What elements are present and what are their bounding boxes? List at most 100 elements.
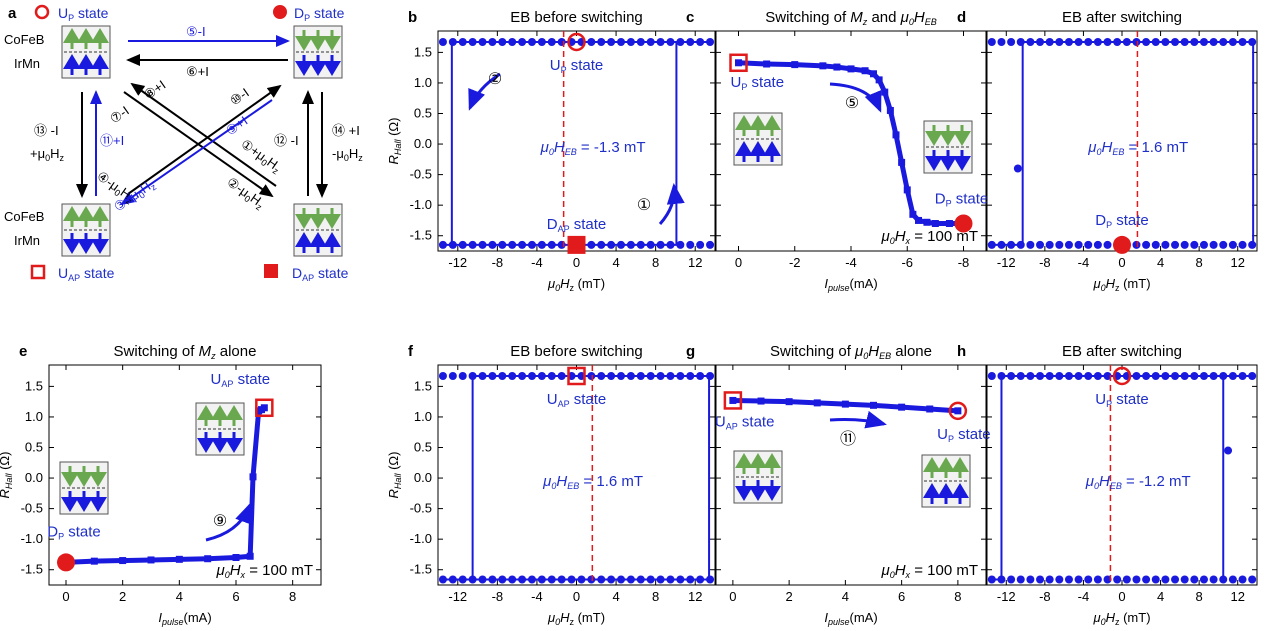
state-label: UP state xyxy=(550,57,604,75)
y-tick-label: -0.5 xyxy=(410,501,432,516)
arrow-7-label: ⑦-I xyxy=(107,103,132,127)
data-point-high xyxy=(1064,38,1073,46)
state-marker-filled-square xyxy=(567,235,586,254)
y-tick-label: 1.5 xyxy=(414,378,432,393)
state-marker-open-circle xyxy=(1112,366,1132,386)
chart-title: EB before switching xyxy=(510,9,643,26)
data-point-high xyxy=(438,372,447,380)
data-point-high xyxy=(488,372,497,380)
step-number-label: ⑤ xyxy=(845,95,859,112)
state-label: UAP state xyxy=(211,371,271,389)
state-label: DP state xyxy=(935,191,989,209)
data-point-low xyxy=(1151,240,1160,249)
data-point-high xyxy=(666,372,675,380)
y-tick-label: -1.5 xyxy=(410,562,432,577)
data-point-low xyxy=(1171,240,1180,249)
x-tick-label: 0 xyxy=(1118,255,1125,270)
state-marker-filled-circle xyxy=(57,553,75,572)
data-point-high xyxy=(1161,372,1170,380)
uap-state-label: UAP state xyxy=(58,265,115,283)
y-tick-label: -1.0 xyxy=(21,531,43,546)
x-tick-label: 0 xyxy=(735,255,742,270)
y-axis-label: RHall (Ω) xyxy=(386,118,403,165)
layer-label-cofeb: CoFeB xyxy=(4,32,44,47)
state-label: DP state xyxy=(1095,212,1149,230)
x-tick-label: -4 xyxy=(1078,589,1090,604)
data-point-low xyxy=(607,575,616,584)
data-point-low xyxy=(488,240,497,249)
data-point xyxy=(954,407,962,415)
chart-title: EB after switching xyxy=(1062,343,1182,360)
data-point-low xyxy=(1122,575,1131,584)
state-marker-open-circle xyxy=(948,401,968,421)
curved-arrow-icon xyxy=(829,410,887,429)
data-point-high xyxy=(468,372,477,380)
data-point xyxy=(915,216,922,224)
panel-letter: e xyxy=(19,343,27,360)
state-label: UP state xyxy=(1095,391,1149,409)
chart-title: Switching of μ0HEB alone xyxy=(770,343,932,361)
x-tick-label: -4 xyxy=(531,255,543,270)
data-point-low xyxy=(646,575,655,584)
data-point-high xyxy=(1036,372,1045,380)
data-point-low xyxy=(626,240,635,249)
x-tick-label: -4 xyxy=(845,255,857,270)
data-point-low xyxy=(468,240,477,249)
spin-box-up-ap xyxy=(61,203,111,257)
field-value-label: μ0Hx = 100 mT xyxy=(880,228,978,246)
data-point-high xyxy=(646,372,655,380)
data-point xyxy=(898,403,906,411)
x-tick-label: 4 xyxy=(612,255,619,270)
data-point-high xyxy=(478,38,487,46)
x-tick-label: 8 xyxy=(1196,255,1203,270)
arrow-13-label: ⑬ -I xyxy=(34,123,59,138)
data-point-high xyxy=(1248,38,1257,46)
data-point-high xyxy=(1238,372,1247,380)
chart-panel-b: EB before switching b -12 -8 -4 0 4 8 12 -1.5 -1.0… xyxy=(386,9,716,293)
data-point xyxy=(204,555,212,563)
data-point-low xyxy=(1209,240,1218,249)
arrow-9-3 xyxy=(120,99,273,206)
data-point-high xyxy=(987,372,996,380)
data-point-high xyxy=(1122,38,1131,46)
data-point-low xyxy=(646,240,655,249)
data-point xyxy=(819,62,827,70)
x-tick-label: 2 xyxy=(786,589,793,604)
data-point-high xyxy=(1228,38,1237,46)
state-marker-filled-circle xyxy=(1113,235,1131,254)
x-tick-label: -8 xyxy=(958,255,970,270)
eb-value-label: μ0HEB = -1.2 mT xyxy=(1085,473,1191,491)
data-point-high xyxy=(686,372,695,380)
eb-value-label: μ0HEB = 1.6 mT xyxy=(1087,139,1188,157)
data-point-low xyxy=(518,575,527,584)
data-point-high xyxy=(1238,38,1247,46)
data-point-high xyxy=(527,372,536,380)
x-tick-label: -4 xyxy=(531,589,543,604)
data-point xyxy=(260,404,268,412)
arrow-11-label: ⑪+I xyxy=(100,133,124,148)
x-tick-label: 8 xyxy=(954,589,961,604)
data-point xyxy=(147,556,155,564)
data-point-low xyxy=(1161,575,1170,584)
data-point-high xyxy=(1064,372,1073,380)
data-point-low xyxy=(1103,575,1112,584)
data-point-low xyxy=(1248,575,1257,584)
data-point-high xyxy=(1199,38,1208,46)
data-point-low xyxy=(1190,575,1199,584)
data-point-low xyxy=(607,240,616,249)
data-point xyxy=(833,63,841,71)
data-point xyxy=(903,186,911,194)
x-tick-label: -4 xyxy=(1078,255,1090,270)
data-point-low xyxy=(1016,575,1025,584)
data-point-low xyxy=(1199,240,1208,249)
data-point-low xyxy=(997,575,1006,584)
y-tick-label: -1.5 xyxy=(410,228,432,243)
data-point-low xyxy=(617,240,626,249)
data-point-high xyxy=(666,38,675,46)
data-point-low xyxy=(527,575,536,584)
x-tick-label: 4 xyxy=(842,589,849,604)
data-point-high xyxy=(696,38,705,46)
data-point-low xyxy=(478,240,487,249)
data-point-high xyxy=(1171,372,1180,380)
x-axis-label: μ0Hz (mT) xyxy=(547,276,605,293)
